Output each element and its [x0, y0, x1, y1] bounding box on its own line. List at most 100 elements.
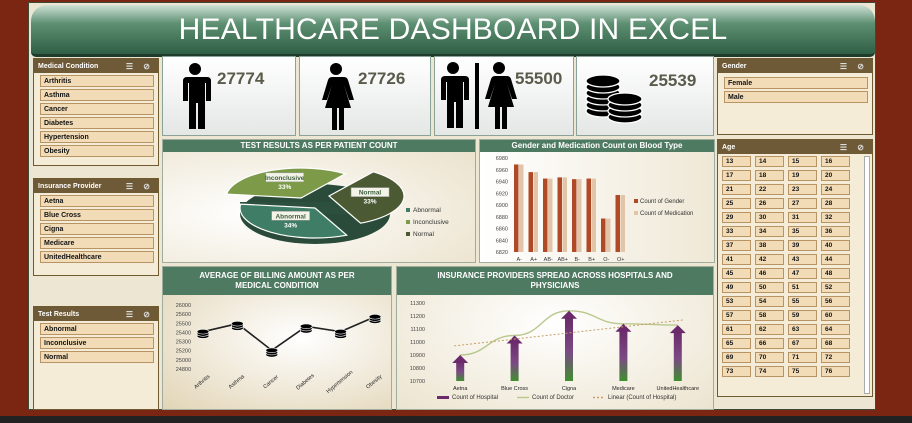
- slicer-item[interactable]: Arthritis: [40, 75, 154, 87]
- slicer-item[interactable]: Cigna: [40, 223, 154, 235]
- age-scrollbar[interactable]: [864, 156, 870, 394]
- age-item[interactable]: 67: [788, 338, 817, 349]
- age-item[interactable]: 37: [722, 240, 751, 251]
- coin-marker: [231, 320, 244, 327]
- age-item[interactable]: 19: [788, 170, 817, 181]
- age-item[interactable]: 57: [722, 310, 751, 321]
- y-tick-label: 6880: [496, 215, 508, 221]
- multi-select-icon[interactable]: ☰ ⊘: [839, 142, 868, 152]
- age-item[interactable]: 22: [755, 184, 784, 195]
- age-item[interactable]: 35: [788, 226, 817, 237]
- multi-select-icon[interactable]: ☰ ⊘: [839, 61, 868, 71]
- slicer-item[interactable]: Obesity: [40, 145, 154, 157]
- age-item[interactable]: 23: [788, 184, 817, 195]
- slicer-title: Age: [722, 143, 736, 151]
- slicer-item[interactable]: Inconclusive: [40, 337, 154, 349]
- age-item[interactable]: 61: [722, 324, 751, 335]
- age-item[interactable]: 15: [788, 156, 817, 167]
- x-tick-label: UnitedHealthcare: [657, 386, 700, 392]
- age-item[interactable]: 31: [788, 212, 817, 223]
- age-item[interactable]: 54: [755, 296, 784, 307]
- slicer-item[interactable]: Hypertension: [40, 131, 154, 143]
- age-item[interactable]: 62: [755, 324, 784, 335]
- age-item[interactable]: 72: [821, 352, 850, 363]
- age-item[interactable]: 26: [755, 198, 784, 209]
- age-item[interactable]: 44: [821, 254, 850, 265]
- age-item[interactable]: 18: [755, 170, 784, 181]
- age-item[interactable]: 17: [722, 170, 751, 181]
- age-item[interactable]: 74: [755, 366, 784, 377]
- slicer-item[interactable]: Male: [724, 91, 868, 103]
- age-item[interactable]: 39: [788, 240, 817, 251]
- age-item[interactable]: 45: [722, 268, 751, 279]
- age-item[interactable]: 69: [722, 352, 751, 363]
- age-item[interactable]: 70: [755, 352, 784, 363]
- age-item[interactable]: 48: [821, 268, 850, 279]
- age-item[interactable]: 29: [722, 212, 751, 223]
- age-item[interactable]: 55: [788, 296, 817, 307]
- slicer-item[interactable]: Asthma: [40, 89, 154, 101]
- age-item[interactable]: 33: [722, 226, 751, 237]
- slicer-item[interactable]: Medicare: [40, 237, 154, 249]
- age-item[interactable]: 60: [821, 310, 850, 321]
- slicer-item[interactable]: UnitedHealthcare: [40, 251, 154, 263]
- age-item[interactable]: 20: [821, 170, 850, 181]
- age-item[interactable]: 51: [788, 282, 817, 293]
- age-item[interactable]: 68: [821, 338, 850, 349]
- age-item[interactable]: 30: [755, 212, 784, 223]
- multi-select-icon[interactable]: ☰ ⊘: [125, 61, 154, 71]
- age-item[interactable]: 36: [821, 226, 850, 237]
- age-item[interactable]: 50: [755, 282, 784, 293]
- x-tick-label: Cancer: [262, 374, 280, 390]
- age-item[interactable]: 47: [788, 268, 817, 279]
- age-item[interactable]: 76: [821, 366, 850, 377]
- multi-select-icon[interactable]: ☰ ⊘: [125, 181, 154, 191]
- slicer-item[interactable]: Aetna: [40, 195, 154, 207]
- age-item[interactable]: 13: [722, 156, 751, 167]
- chart-title: INSURANCE PROVIDERS SPREAD ACROSS HOSPIT…: [397, 267, 713, 295]
- age-item[interactable]: 63: [788, 324, 817, 335]
- slicer-item[interactable]: Blue Cross: [40, 209, 154, 221]
- y-tick-label: 6940: [496, 180, 508, 186]
- slicer-item[interactable]: Female: [724, 77, 868, 89]
- age-item[interactable]: 46: [755, 268, 784, 279]
- age-item[interactable]: 40: [821, 240, 850, 251]
- x-tick-label: A-: [517, 257, 523, 262]
- age-item[interactable]: 21: [722, 184, 751, 195]
- arrow-head: [669, 325, 686, 334]
- age-item[interactable]: 38: [755, 240, 784, 251]
- age-item[interactable]: 75: [788, 366, 817, 377]
- age-item[interactable]: 52: [821, 282, 850, 293]
- age-item[interactable]: 53: [722, 296, 751, 307]
- age-item[interactable]: 64: [821, 324, 850, 335]
- age-item[interactable]: 71: [788, 352, 817, 363]
- age-item[interactable]: 25: [722, 198, 751, 209]
- age-item[interactable]: 65: [722, 338, 751, 349]
- age-item[interactable]: 42: [755, 254, 784, 265]
- age-item[interactable]: 66: [755, 338, 784, 349]
- age-item[interactable]: 49: [722, 282, 751, 293]
- slicer-item[interactable]: Diabetes: [40, 117, 154, 129]
- age-item[interactable]: 16: [821, 156, 850, 167]
- age-item[interactable]: 24: [821, 184, 850, 195]
- age-item[interactable]: 56: [821, 296, 850, 307]
- age-item[interactable]: 59: [788, 310, 817, 321]
- age-item[interactable]: 41: [722, 254, 751, 265]
- age-item[interactable]: 32: [821, 212, 850, 223]
- chart-title: Gender and Medication Count on Blood Typ…: [480, 140, 714, 152]
- age-item[interactable]: 27: [788, 198, 817, 209]
- x-tick-label: O-: [603, 257, 609, 262]
- age-item[interactable]: 43: [788, 254, 817, 265]
- age-item[interactable]: 14: [755, 156, 784, 167]
- doctor-curve: [460, 310, 678, 356]
- slicer-item[interactable]: Normal: [40, 351, 154, 363]
- age-item[interactable]: 58: [755, 310, 784, 321]
- dashboard-banner: HEALTHCARE DASHBOARD IN EXCEL: [31, 5, 875, 57]
- arrow-bar: [673, 331, 682, 381]
- slicer-item[interactable]: Abnormal: [40, 323, 154, 335]
- multi-select-icon[interactable]: ☰ ⊘: [125, 309, 154, 319]
- age-item[interactable]: 73: [722, 366, 751, 377]
- slicer-item[interactable]: Cancer: [40, 103, 154, 115]
- age-item[interactable]: 28: [821, 198, 850, 209]
- age-item[interactable]: 34: [755, 226, 784, 237]
